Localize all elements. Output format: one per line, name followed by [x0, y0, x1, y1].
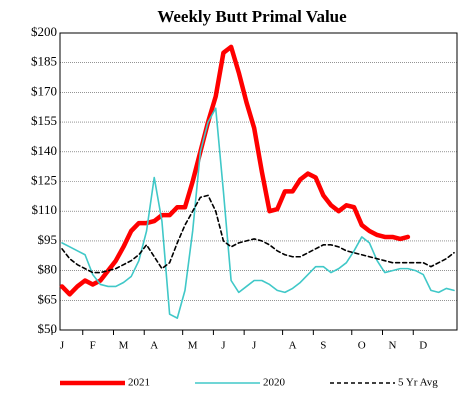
y-tick-label: $200 — [31, 24, 57, 39]
x-tick-label: A — [289, 340, 297, 352]
y-tick-label: $95 — [38, 232, 58, 247]
y-tick-label: $50 — [38, 321, 58, 336]
y-tick-label: $140 — [31, 143, 57, 158]
x-tick-label: J — [221, 340, 226, 352]
legend-label: 2020 — [263, 377, 286, 389]
x-tick-label: S — [320, 340, 326, 352]
series-line — [61, 194, 455, 274]
x-tick-label: F — [90, 340, 96, 352]
x-tick-label: N — [389, 340, 397, 352]
x-tick-label: O — [358, 340, 366, 352]
x-tick-label: J — [252, 340, 257, 352]
legend-label: 5 Yr Avg — [398, 377, 438, 389]
plot-frame — [59, 32, 458, 331]
y-tick-label: $80 — [38, 262, 58, 277]
x-tick-label: M — [188, 340, 198, 352]
chart-title: Weekly Butt Primal Value — [157, 7, 347, 26]
x-tick-label: D — [419, 340, 427, 352]
x-tick-label: M — [119, 340, 129, 352]
x-tick-label: A — [150, 340, 158, 352]
y-tick-label: $170 — [31, 83, 57, 98]
y-tick-label: $185 — [31, 54, 57, 69]
x-tick-label: J — [60, 340, 65, 352]
series-line — [59, 44, 411, 297]
y-tick-label: $65 — [38, 291, 58, 306]
y-tick-label: $155 — [31, 113, 57, 128]
y-tick-label: $125 — [31, 172, 57, 187]
y-tick-label: $110 — [31, 202, 57, 217]
series-line — [61, 107, 455, 319]
legend-label: 2021 — [128, 377, 150, 389]
